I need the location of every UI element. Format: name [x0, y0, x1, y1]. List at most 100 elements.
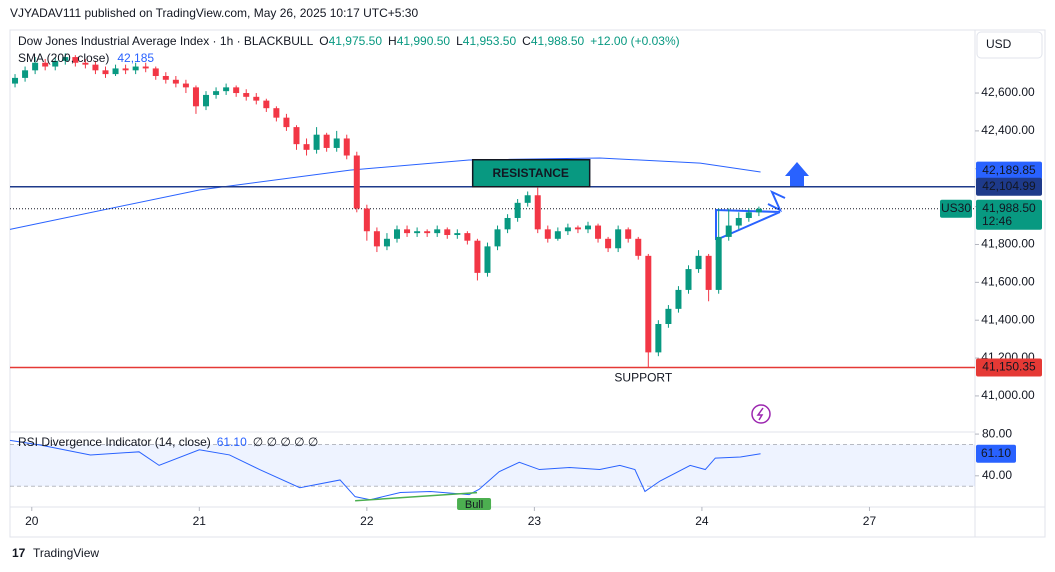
y-tick-label: 41,800.00 — [981, 237, 1035, 251]
chart-title: Dow Jones Industrial Average Index · 1h … — [18, 34, 680, 48]
currency[interactable]: USD — [986, 37, 1012, 51]
symbol-label-bg — [940, 199, 972, 218]
brand: TradingView — [33, 546, 99, 560]
rsi-last-label-bg — [976, 444, 1016, 463]
candle-body — [615, 229, 622, 249]
candle-body — [343, 138, 350, 156]
candle-body — [625, 229, 632, 239]
last-price-label: 41,988.50 — [982, 201, 1036, 215]
currency-button[interactable] — [976, 31, 1043, 59]
rsi-line — [9, 439, 761, 501]
rsi-tick-label: 80.00 — [982, 426, 1012, 440]
candle-body — [373, 231, 380, 247]
sma-price-label: 42,189.85 — [982, 163, 1036, 177]
candle-body — [444, 229, 451, 236]
event-icon[interactable] — [751, 404, 771, 424]
candle-body — [233, 87, 240, 94]
candle-body — [283, 117, 290, 128]
symbol-label: US30 — [941, 201, 971, 215]
y-tick-label: 41,600.00 — [981, 275, 1035, 289]
ohlc-key: L — [456, 34, 463, 48]
candle-body — [645, 255, 652, 353]
candle-body — [474, 240, 481, 273]
brand-logo: 17 — [12, 546, 26, 560]
candle-body — [484, 246, 491, 273]
sma-line — [9, 157, 761, 230]
candle-body — [303, 144, 310, 150]
candle-body — [554, 231, 561, 239]
support-price-label: 41,150.35 — [982, 360, 1036, 374]
ohlc-key: C — [522, 34, 531, 48]
candle-body — [243, 93, 250, 97]
resistance-box — [471, 158, 591, 188]
candle-body — [333, 138, 340, 148]
candle-body — [253, 96, 260, 101]
publisher: VJYADAV111 published on TradingView.com,… — [10, 6, 418, 20]
candle-body — [464, 233, 471, 241]
x-tick-label: 23 — [528, 514, 542, 528]
frame — [9, 29, 1046, 538]
resistance-price-label-bg — [976, 177, 1042, 196]
candle-body — [544, 229, 551, 239]
candle-body — [655, 323, 662, 353]
candle-body — [132, 66, 139, 71]
last-price-bg — [976, 199, 1042, 230]
rsi-last-label: 61.10 — [981, 446, 1011, 460]
sma-value: 42,185 — [117, 51, 154, 65]
candle-body — [735, 217, 742, 226]
candle-body — [32, 62, 39, 71]
ohlc-value: 41,990.50 — [397, 34, 451, 48]
candle-body — [675, 289, 682, 309]
candle-body — [574, 227, 581, 230]
ohlc-key: H — [388, 34, 397, 48]
rsi-legend: RSI Divergence Indicator (14, close) 61.1… — [18, 435, 318, 449]
candle-body — [82, 62, 89, 65]
candle-body — [52, 60, 59, 67]
candle-body — [665, 308, 672, 324]
candle-body — [293, 127, 300, 145]
candle-body — [213, 91, 220, 95]
resistance-price-label: 42,104.99 — [982, 179, 1036, 193]
x-tick-label: 21 — [193, 514, 207, 528]
candle-body — [102, 70, 109, 75]
candle-body — [112, 68, 119, 75]
rsi-flags: ∅ ∅ ∅ ∅ ∅ — [253, 435, 319, 449]
up-arrow — [785, 162, 809, 186]
candle-body — [162, 76, 169, 80]
candle-body — [434, 229, 441, 234]
ohlc-key: O — [319, 34, 328, 48]
ohlc-value: 41,975.50 — [329, 34, 383, 48]
candle-body — [122, 68, 129, 71]
divergence-label: Bull — [465, 499, 483, 511]
candle-body — [394, 229, 401, 239]
sma-name: SMA (200, close) — [18, 51, 109, 65]
x-tick-label: 22 — [360, 514, 374, 528]
x-tick-label: 24 — [695, 514, 709, 528]
candle-body — [42, 62, 49, 67]
y-tick-label: 41,000.00 — [981, 388, 1035, 402]
candle-body — [223, 87, 230, 92]
candle-body — [494, 229, 501, 247]
candle-body — [363, 208, 370, 232]
candle-body — [524, 195, 531, 203]
y-tick-label: 41,400.00 — [981, 312, 1035, 326]
divergence-line — [355, 491, 478, 502]
resistance-label: RESISTANCE — [492, 166, 568, 180]
rsi-tick-label: 40.00 — [982, 468, 1012, 482]
candle-body — [152, 68, 159, 77]
candle-body — [564, 227, 571, 232]
candle-body — [605, 238, 612, 249]
candle-body — [424, 231, 431, 234]
candle-body — [353, 155, 360, 209]
title-text: Dow Jones Industrial Average Index · 1h … — [18, 34, 314, 48]
divergence-badge — [457, 498, 492, 510]
candle-body — [323, 134, 330, 148]
candle-body — [685, 269, 692, 290]
y-tick-label: 42,600.00 — [981, 85, 1035, 99]
candle-body — [504, 217, 511, 230]
candle-body — [705, 255, 712, 290]
candle-body — [454, 233, 461, 236]
candle-body — [584, 225, 591, 230]
